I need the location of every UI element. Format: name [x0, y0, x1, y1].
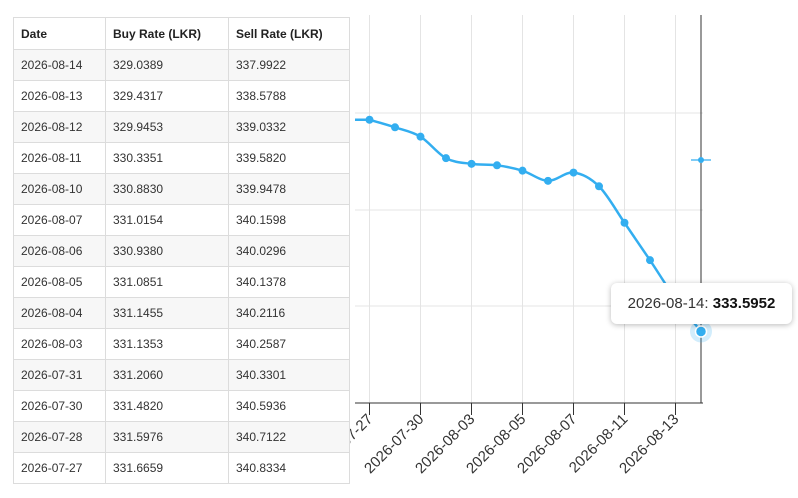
cell-buy-rate: 331.1455: [105, 297, 229, 329]
table-row: 2026-08-10 330.8830 339.9478: [13, 173, 350, 205]
table-row: 2026-08-06 330.9380 340.0296: [13, 235, 350, 267]
table-row: 2026-07-30 331.4820 340.5936: [13, 390, 350, 422]
data-point: [595, 182, 603, 191]
table-row: 2026-08-07 331.0154 340.1598: [13, 204, 350, 236]
cell-buy-rate: 331.0154: [105, 204, 229, 236]
data-point-highlighted: [694, 325, 708, 338]
cell-buy-rate: 331.5976: [105, 421, 229, 453]
rates-table: Date Buy Rate (LKR) Sell Rate (LKR) 2026…: [13, 17, 350, 484]
data-point: [544, 176, 552, 185]
cell-sell-rate: 340.2116: [228, 297, 350, 329]
data-point: [467, 159, 476, 168]
data-point: [365, 115, 374, 124]
cell-sell-rate: 340.5936: [228, 390, 350, 422]
cell-buy-rate: 329.4317: [105, 80, 229, 112]
data-point: [391, 123, 399, 132]
data-point: [442, 154, 450, 163]
tooltip-date: 2026-08-14: [627, 295, 705, 312]
cell-date: 2026-08-07: [13, 204, 106, 236]
chart-grid: [355, 15, 703, 403]
data-point: [620, 218, 629, 227]
cell-buy-rate: 331.1353: [105, 328, 229, 360]
header-date[interactable]: Date: [13, 17, 106, 50]
table-row: 2026-07-27 331.6659 340.8334: [13, 452, 350, 484]
header-buy-rate[interactable]: Buy Rate (LKR): [105, 17, 229, 50]
cell-sell-rate: 340.3301: [228, 359, 350, 391]
table-header-row: Date Buy Rate (LKR) Sell Rate (LKR): [13, 17, 350, 50]
cell-date: 2026-08-11: [13, 142, 106, 174]
cell-date: 2026-08-04: [13, 297, 106, 329]
table-row: 2026-08-11 330.3351 339.5820: [13, 142, 350, 174]
data-point: [518, 166, 527, 175]
crosshair-marker-dot: [698, 157, 704, 163]
data-point: [569, 168, 578, 177]
cell-buy-rate: 329.0389: [105, 49, 229, 81]
table-body: 2026-08-14 329.0389 337.9922 2026-08-13 329.…: [13, 49, 350, 484]
chart-tooltip: 2026-08-14: 333.5952: [611, 283, 792, 324]
cell-buy-rate: 331.4820: [105, 390, 229, 422]
tooltip-value: 333.5952: [712, 295, 776, 312]
cell-date: 2026-08-13: [13, 80, 106, 112]
cell-buy-rate: 330.3351: [105, 142, 229, 174]
cell-sell-rate: 340.7122: [228, 421, 350, 453]
cell-sell-rate: 340.0296: [228, 235, 350, 267]
cell-buy-rate: 330.8830: [105, 173, 229, 205]
table-row: 2026-08-12 329.9453 339.0332: [13, 111, 350, 143]
x-tick-labels: 2026-07-272026-07-302026-08-032026-08-05…: [310, 403, 682, 477]
table-row: 2026-07-28 331.5976 340.7122: [13, 421, 350, 453]
data-point: [493, 161, 501, 170]
cell-sell-rate: 338.5788: [228, 80, 350, 112]
header-sell-rate[interactable]: Sell Rate (LKR): [228, 17, 350, 50]
cell-sell-rate: 339.0332: [228, 111, 350, 143]
cell-sell-rate: 339.9478: [228, 173, 350, 205]
cell-date: 2026-07-30: [13, 390, 106, 422]
cell-buy-rate: 329.9453: [105, 111, 229, 143]
table-row: 2026-08-03 331.1353 340.2587: [13, 328, 350, 360]
table-row: 2026-07-31 331.2060 340.3301: [13, 359, 350, 391]
cell-date: 2026-08-03: [13, 328, 106, 360]
table-row: 2026-08-04 331.1455 340.2116: [13, 297, 350, 329]
cell-date: 2026-08-05: [13, 266, 106, 298]
cell-date: 2026-08-10: [13, 173, 106, 205]
cell-buy-rate: 331.2060: [105, 359, 229, 391]
table-row: 2026-08-05 331.0851 340.1378: [13, 266, 350, 298]
cell-date: 2026-08-12: [13, 111, 106, 143]
cell-date: 2026-07-31: [13, 359, 106, 391]
cell-date: 2026-08-06: [13, 235, 106, 267]
cell-sell-rate: 340.1598: [228, 204, 350, 236]
cell-date: 2026-07-27: [13, 452, 106, 484]
cell-buy-rate: 331.6659: [105, 452, 229, 484]
cell-buy-rate: 331.0851: [105, 266, 229, 298]
cell-date: 2026-08-14: [13, 49, 106, 81]
data-point: [646, 256, 654, 265]
data-point: [416, 132, 425, 141]
cell-sell-rate: 340.1378: [228, 266, 350, 298]
chart-axes: [355, 15, 711, 404]
table-row: 2026-08-13 329.4317 338.5788: [13, 80, 350, 112]
table-row: 2026-08-14 329.0389 337.9922: [13, 49, 350, 81]
cell-date: 2026-07-28: [13, 421, 106, 453]
cell-sell-rate: 337.9922: [228, 49, 350, 81]
cell-buy-rate: 330.9380: [105, 235, 229, 267]
cell-sell-rate: 340.8334: [228, 452, 350, 484]
cell-sell-rate: 340.2587: [228, 328, 350, 360]
cell-sell-rate: 339.5820: [228, 142, 350, 174]
